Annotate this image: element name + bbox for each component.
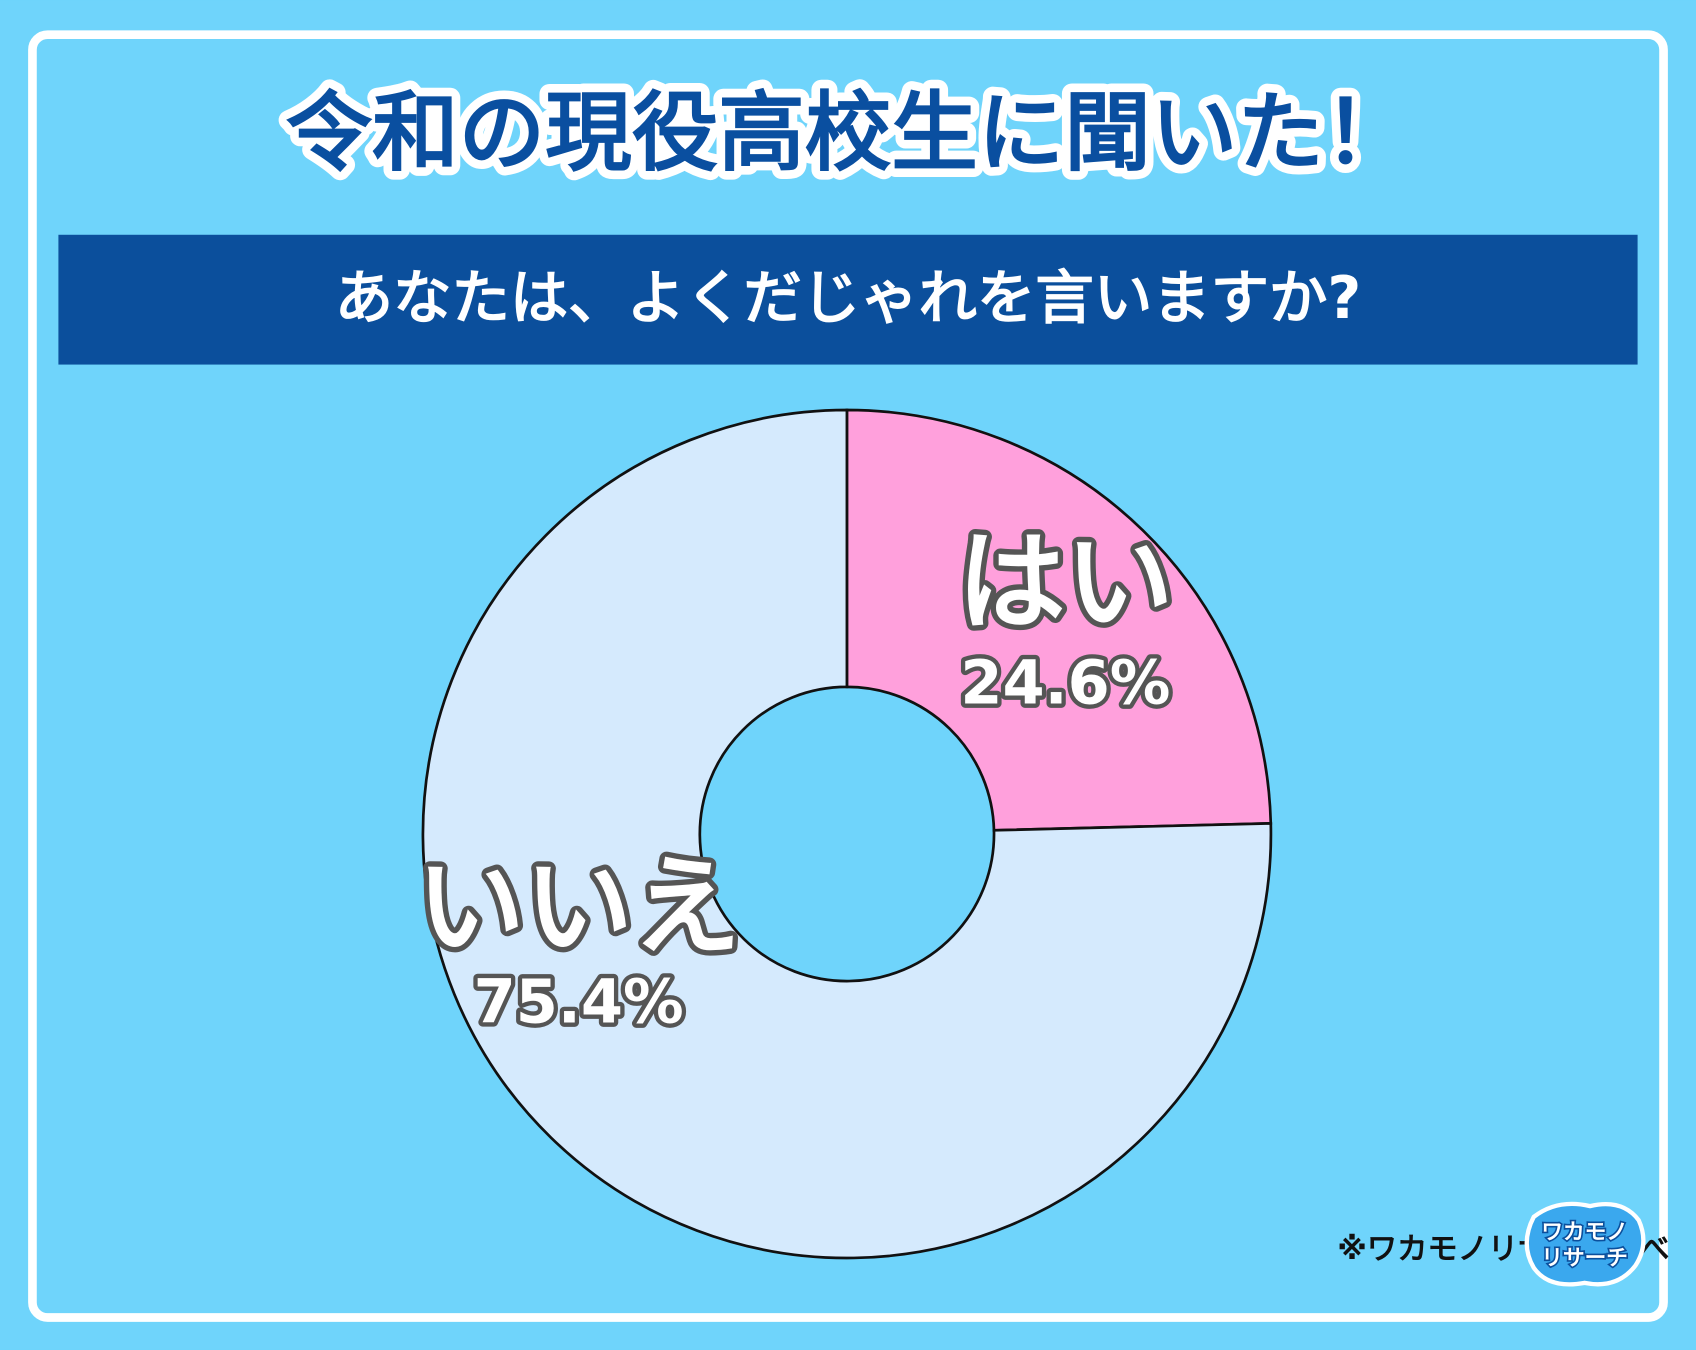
slice-label: はい bbox=[957, 519, 1173, 645]
logo: ワカモノ リサーチ bbox=[1524, 1201, 1646, 1287]
donut-slice bbox=[421, 408, 1273, 1260]
chart-title: 令和の現役高校生に聞いた！ bbox=[286, 83, 1411, 183]
logo-shape bbox=[1524, 1201, 1646, 1287]
value-label: 24.6% bbox=[960, 648, 1170, 718]
donut-slice bbox=[845, 408, 1273, 832]
logo-text: ワカモノ bbox=[1541, 1220, 1628, 1245]
logo-text: リサーチ bbox=[1541, 1246, 1628, 1271]
frame bbox=[28, 30, 1668, 1322]
slice-label: いいえ bbox=[416, 844, 740, 970]
value-label: 75.4% bbox=[474, 968, 684, 1038]
chart-subtitle: あなたは、よくだじゃれを言いますか? bbox=[335, 264, 1362, 332]
subtitle-band bbox=[58, 234, 1638, 365]
